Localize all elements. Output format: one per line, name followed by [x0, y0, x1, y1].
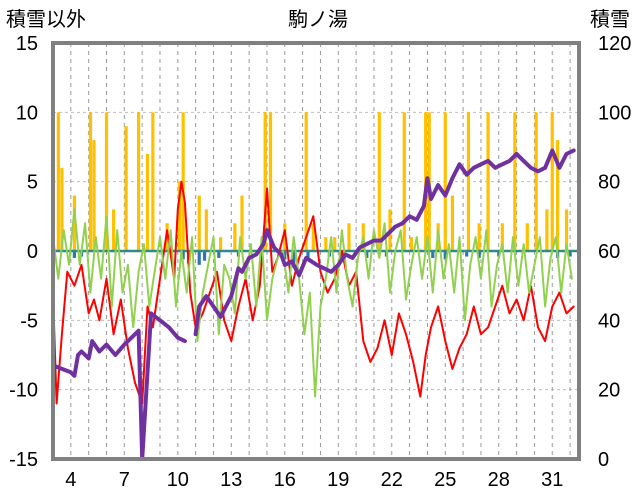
precip-bar [217, 251, 221, 258]
x-tick-label: 4 [65, 469, 76, 491]
y-left-tick-label: -15 [9, 449, 38, 471]
precip-bar [431, 251, 435, 258]
precip-bar [292, 251, 296, 268]
snowfall-bar [409, 237, 413, 251]
y-right-tick-label: 20 [598, 380, 620, 402]
snowfall-bar [124, 126, 128, 251]
snowfall-bar [112, 209, 116, 251]
x-tick-label: 22 [381, 469, 403, 491]
precip-bar [306, 251, 310, 258]
line-series [51, 148, 576, 461]
left-axis-title: 積雪以外 [6, 7, 86, 31]
y-left-tick-label: -10 [9, 380, 38, 402]
y-right-tick-label: 40 [598, 310, 620, 332]
snowfall-bar [477, 223, 481, 251]
snowfall-bar [151, 112, 155, 251]
x-tick-label: 25 [434, 469, 456, 491]
snowfall-bar [204, 209, 208, 251]
y-left-tick-label: 10 [16, 102, 38, 124]
tick-labels: 15 10 5 0 -5 -10 -15 120 100 80 60 40 20 0 4 7 10 13 16 19 2… [9, 33, 631, 491]
x-tick-label: 19 [327, 469, 349, 491]
precip-bar [365, 251, 369, 258]
snowfall-bar [56, 112, 60, 251]
y-right-tick-label: 120 [598, 33, 631, 55]
snowfall-bar [513, 112, 517, 251]
snowfall-bar [104, 112, 109, 251]
chart-title: 駒ノ湯 [288, 7, 348, 31]
snowfall-bar [136, 112, 141, 251]
snowfall-bar [311, 223, 315, 251]
snowfall-bar [443, 112, 447, 251]
plot-frame [51, 41, 581, 461]
snowfall-bar [550, 112, 554, 251]
snow_depth-series [51, 148, 576, 461]
x-tick-label: 28 [488, 469, 510, 491]
snowfall-bar [486, 112, 490, 251]
snowfall-bar [347, 223, 351, 251]
precip-bar [465, 251, 469, 257]
snowfall-bar [402, 112, 406, 251]
snowfall-bar [263, 112, 267, 251]
snowfall-bar [525, 223, 529, 251]
snowfall-bar [500, 223, 504, 251]
snowfall-bar [88, 112, 93, 251]
x-tick-label: 31 [541, 469, 563, 491]
right-axis-title: 積雪 [590, 7, 630, 31]
x-tick-label: 16 [274, 469, 296, 491]
y-left-tick-label: 15 [16, 33, 38, 55]
snowfall-bar [181, 112, 185, 251]
y-right-tick-label: 60 [598, 241, 620, 263]
temperature-series [52, 180, 575, 405]
wind-line [52, 208, 573, 398]
precip-bar [181, 251, 185, 260]
precip-bar [477, 251, 481, 258]
snowfall-bar [177, 181, 182, 251]
snowfall-bar [466, 112, 471, 251]
y-right-tick-label: 0 [598, 449, 609, 471]
snowfall-bar [233, 223, 237, 251]
snowfall-bar [60, 167, 64, 251]
precip-bar [497, 251, 501, 257]
precip-bar [443, 251, 447, 260]
precip-bar [202, 251, 207, 261]
snowfall-bar [304, 112, 308, 251]
y-right-tick-label: 100 [598, 102, 631, 124]
y-left-tick-label: -5 [20, 310, 38, 332]
x-tick-label: 13 [220, 469, 242, 491]
snowfall-bar [324, 237, 328, 251]
precip-bar [568, 251, 572, 257]
x-tick-label: 7 [119, 469, 130, 491]
y-right-tick-label: 80 [598, 172, 620, 194]
snowfall-bar [333, 237, 337, 251]
snowfall-bar [556, 140, 560, 251]
snowfall-bar [240, 195, 244, 251]
snowfall-bar [92, 140, 96, 251]
y-left-tick-label: 0 [27, 241, 38, 263]
bar-series [56, 112, 572, 268]
precip-bar [197, 251, 201, 265]
snowfall-bar [72, 195, 76, 251]
x-tick-label: 10 [167, 469, 189, 491]
wind-series [52, 208, 573, 398]
y-left-tick-label: 5 [27, 172, 38, 194]
snowfall-bar [545, 209, 549, 251]
snowfall-bar [219, 237, 223, 251]
precip-bar [283, 251, 287, 260]
snowfall-bar [534, 112, 538, 251]
snowfall-bar [564, 209, 569, 251]
snowfall-bar [268, 112, 273, 251]
precip-bar [72, 251, 76, 258]
snowfall-bar [197, 195, 201, 251]
snowfall-bar [145, 153, 150, 251]
snowfall-bar [377, 112, 381, 251]
snowfall-bar [450, 195, 455, 251]
